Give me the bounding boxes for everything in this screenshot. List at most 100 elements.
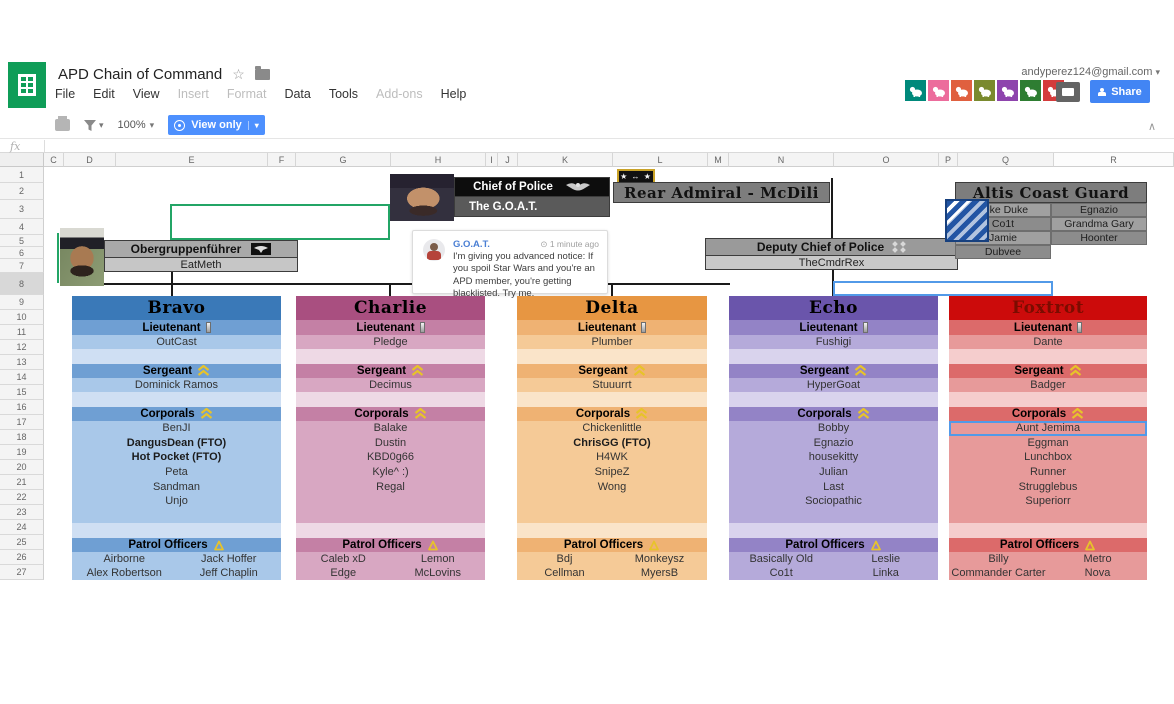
corporal-cell[interactable]: Egnazio <box>813 436 854 449</box>
row-header-23[interactable]: 23 <box>0 505 44 520</box>
patrol-officer-cell[interactable]: Monkeysz <box>634 553 685 565</box>
patrol-officer-cell[interactable]: Metro <box>1083 553 1112 565</box>
coast-guard-cell[interactable]: Grandma Gary <box>1051 217 1147 231</box>
row-header-24[interactable]: 24 <box>0 520 44 535</box>
corporal-cell[interactable]: Peta <box>165 466 188 479</box>
filter-button[interactable]: ▾ <box>84 119 104 131</box>
squad-title[interactable]: Charlie <box>296 296 485 320</box>
column-header-M[interactable]: M <box>708 153 729 167</box>
corporal-cell[interactable]: BenJI <box>162 422 191 435</box>
row-header-13[interactable]: 13 <box>0 355 44 370</box>
obergruppenfuhrer-box[interactable]: Obergruppenführer <box>104 240 298 258</box>
patrol-officer-cell[interactable]: Lemon <box>420 553 455 565</box>
rank-band[interactable]: Sergeant <box>949 364 1147 378</box>
member-cell[interactable]: Fushigi <box>729 335 938 349</box>
squad-title[interactable]: Foxtrot <box>949 296 1147 320</box>
row-header-3[interactable]: 3 <box>0 200 44 219</box>
corporal-cell[interactable]: Chickenlittle <box>582 422 642 435</box>
row-header-14[interactable]: 14 <box>0 370 44 385</box>
patrol-officer-cell[interactable]: Airborne <box>103 553 146 565</box>
view-only-button[interactable]: View only ▾ <box>168 115 265 135</box>
page-title[interactable]: APD Chain of Command <box>58 66 223 83</box>
rank-band[interactable]: Corporals <box>72 407 281 421</box>
corporal-cell[interactable]: Superiorr <box>1025 495 1071 508</box>
move-folder-icon[interactable] <box>254 66 270 80</box>
column-header-L[interactable]: L <box>613 153 708 167</box>
coast-guard-header[interactable]: Altis Coast Guard <box>955 182 1147 203</box>
print-icon[interactable] <box>55 116 70 131</box>
menu-edit[interactable]: Edit <box>93 87 115 101</box>
column-header-Q[interactable]: Q <box>958 153 1054 167</box>
row-header-17[interactable]: 17 <box>0 415 44 430</box>
avatar-bull-icon[interactable] <box>905 80 926 101</box>
patrol-officer-cell[interactable]: McLovins <box>414 567 461 579</box>
corporal-cell[interactable]: Strugglebus <box>1018 480 1078 493</box>
member-cell[interactable]: Pledge <box>296 335 485 349</box>
chief-box[interactable]: Chief of Police <box>454 177 610 197</box>
corporal-cell[interactable]: Julian <box>819 466 848 479</box>
patrol-officer-cell[interactable]: Linka <box>872 567 899 579</box>
corporal-cell[interactable]: DangusDean (FTO) <box>126 436 227 449</box>
coast-guard-cell[interactable]: Hoonter <box>1051 231 1147 245</box>
column-header-I[interactable]: I <box>486 153 498 167</box>
share-button[interactable]: Share <box>1090 80 1150 103</box>
rank-band[interactable]: Patrol Officers <box>517 538 707 552</box>
column-header-D[interactable]: D <box>64 153 116 167</box>
corporal-cell[interactable]: housekitty <box>808 451 859 464</box>
corporal-cell[interactable]: Regal <box>376 480 405 493</box>
row-header-26[interactable]: 26 <box>0 550 44 565</box>
squad-title[interactable]: Delta <box>517 296 707 320</box>
row-header-10[interactable]: 10 <box>0 310 44 325</box>
row-header-15[interactable]: 15 <box>0 385 44 400</box>
rank-band[interactable]: Lieutenant <box>72 320 281 335</box>
member-cell[interactable]: Dante <box>949 335 1147 349</box>
column-header-H[interactable]: H <box>391 153 486 167</box>
column-header-J[interactable]: J <box>498 153 518 167</box>
column-header-P[interactable]: P <box>939 153 958 167</box>
corporal-cell[interactable]: Sociopathic <box>805 495 862 508</box>
squad-title[interactable]: Echo <box>729 296 938 320</box>
corporal-cell[interactable]: Bobby <box>817 422 850 435</box>
corporal-cell[interactable]: H4WK <box>596 451 628 464</box>
patrol-officer-cell[interactable]: Cellman <box>544 567 585 579</box>
member-cell[interactable]: Badger <box>949 378 1147 392</box>
patrol-officer-cell[interactable]: Nova <box>1084 567 1111 579</box>
rank-band[interactable]: Sergeant <box>296 364 485 378</box>
comment-card[interactable]: G.O.A.T. ⊙ 1 minute ago I'm giving you a… <box>412 230 608 299</box>
patrol-officer-cell[interactable]: Basically Old <box>749 553 814 565</box>
rank-band[interactable]: Patrol Officers <box>729 538 938 552</box>
corporal-cell[interactable]: KBD0g66 <box>366 451 415 464</box>
patrol-officer-cell[interactable]: Leslie <box>871 553 901 565</box>
row-header-12[interactable]: 12 <box>0 340 44 355</box>
comment-author[interactable]: G.O.A.T. <box>453 239 490 250</box>
menu-view[interactable]: View <box>132 87 160 101</box>
formula-bar[interactable] <box>0 139 1174 153</box>
column-header-C[interactable]: C <box>44 153 64 167</box>
rank-band[interactable]: Corporals <box>729 407 938 421</box>
column-header-E[interactable]: E <box>116 153 268 167</box>
rank-band[interactable]: Sergeant <box>729 364 938 378</box>
row-header-5[interactable]: 5 <box>0 235 44 247</box>
row-header-2[interactable]: 2 <box>0 183 44 200</box>
corporal-cell[interactable]: Kyle^ :) <box>372 466 409 479</box>
menu-file[interactable]: File <box>55 87 76 101</box>
member-cell[interactable]: Dominick Ramos <box>72 378 281 392</box>
row-header-11[interactable]: 11 <box>0 325 44 340</box>
deputy-chief-box[interactable]: Deputy Chief of Police <box>705 238 958 256</box>
row-header-20[interactable]: 20 <box>0 460 44 475</box>
menu-data[interactable]: Data <box>284 87 311 101</box>
corporal-cell[interactable]: Last <box>823 480 844 493</box>
row-header-7[interactable]: 7 <box>0 259 44 273</box>
eatmeth-photo[interactable] <box>60 228 104 286</box>
corporal-cell[interactable]: Wong <box>597 480 627 493</box>
corporal-cell[interactable]: Hot Pocket (FTO) <box>131 451 222 464</box>
zoom-dropdown[interactable]: 100% ▾ <box>117 119 155 131</box>
column-header-K[interactable]: K <box>518 153 613 167</box>
rank-band[interactable]: Corporals <box>949 407 1147 421</box>
avatar-camel-icon[interactable] <box>951 80 972 101</box>
corporal-cell[interactable]: Eggman <box>1027 436 1069 449</box>
corporal-cell[interactable]: SnipeZ <box>594 466 630 479</box>
rear-admiral-box[interactable]: Rear Admiral - McDili <box>613 182 830 203</box>
row-header-16[interactable]: 16 <box>0 400 44 415</box>
rank-band[interactable]: Patrol Officers <box>949 538 1147 552</box>
